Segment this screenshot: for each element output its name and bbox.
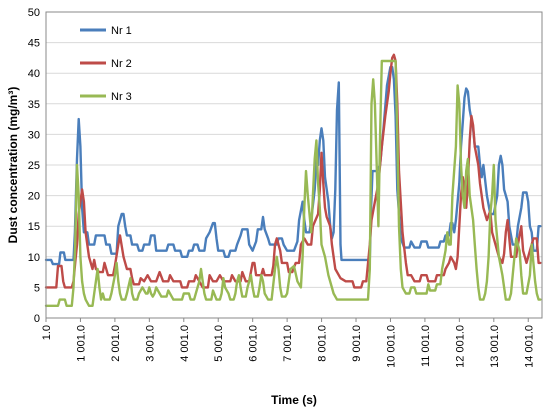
plot-area-border — [45, 11, 543, 319]
series-lines — [44, 53, 542, 307]
y-tick-label-0: 0 — [34, 313, 40, 325]
x-tick-label-0: 1.0 — [41, 325, 53, 340]
x-tick-label-11: 11 001.0 — [420, 325, 432, 367]
y-tick-label-7: 35 — [28, 99, 40, 111]
y-axis-title: Dust concentration (mg/m³) — [6, 87, 20, 244]
legend: Nr 1 Nr 2 Nr 3 — [80, 25, 132, 103]
x-tick-label-3: 3 001.0 — [144, 325, 156, 362]
legend-label-2: Nr 2 — [111, 58, 132, 70]
y-tick-label-9: 45 — [28, 38, 40, 50]
y-tick-label-3: 15 — [28, 221, 40, 233]
y-tick-label-1: 5 — [34, 282, 40, 294]
x-tick-label-1: 1 001.0 — [75, 325, 87, 362]
x-tick-label-6: 6 001.0 — [248, 325, 260, 362]
y-tick-label-2: 10 — [28, 252, 40, 264]
series-line-2 — [44, 53, 542, 289]
x-tick-label-8: 8 001.0 — [317, 325, 329, 362]
x-tick-label-5: 5 001.0 — [213, 325, 225, 362]
x-tick-label-7: 7 001.0 — [282, 325, 294, 362]
x-tick-label-13: 13 001.0 — [489, 325, 501, 368]
legend-label-3: Nr 3 — [111, 91, 132, 103]
x-tick-label-9: 9 001.0 — [351, 325, 363, 362]
x-tick-label-12: 12 001.0 — [454, 325, 466, 368]
y-tick-label-4: 20 — [28, 191, 40, 203]
series-line-3 — [44, 59, 542, 307]
x-axis-title: Time (s) — [271, 393, 317, 407]
x-tick-label-14: 14 001.0 — [523, 325, 535, 368]
y-tick-label-6: 30 — [28, 129, 40, 141]
y-axis-tick-labels: 0 5 10 15 20 25 30 35 40 45 50 — [28, 7, 40, 325]
x-tick-label-4: 4 001.0 — [179, 325, 191, 362]
x-tick-label-2: 2 001.0 — [110, 325, 122, 362]
y-tick-label-10: 50 — [28, 7, 40, 19]
x-axis-tick-labels: 1.0 1 001.0 2 001.0 3 001.0 4 001.0 5 001.0 6 … — [41, 318, 535, 368]
x-tick-label-10: 10 001.0 — [385, 325, 397, 368]
y-tick-label-5: 25 — [28, 160, 40, 172]
y-tick-label-8: 40 — [28, 68, 40, 80]
legend-label-1: Nr 1 — [111, 25, 132, 37]
